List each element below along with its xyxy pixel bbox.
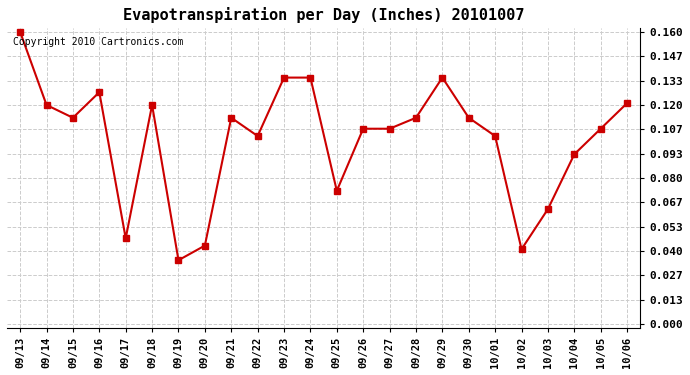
Title: Evapotranspiration per Day (Inches) 20101007: Evapotranspiration per Day (Inches) 2010…	[123, 7, 524, 23]
Text: Copyright 2010 Cartronics.com: Copyright 2010 Cartronics.com	[13, 37, 184, 47]
